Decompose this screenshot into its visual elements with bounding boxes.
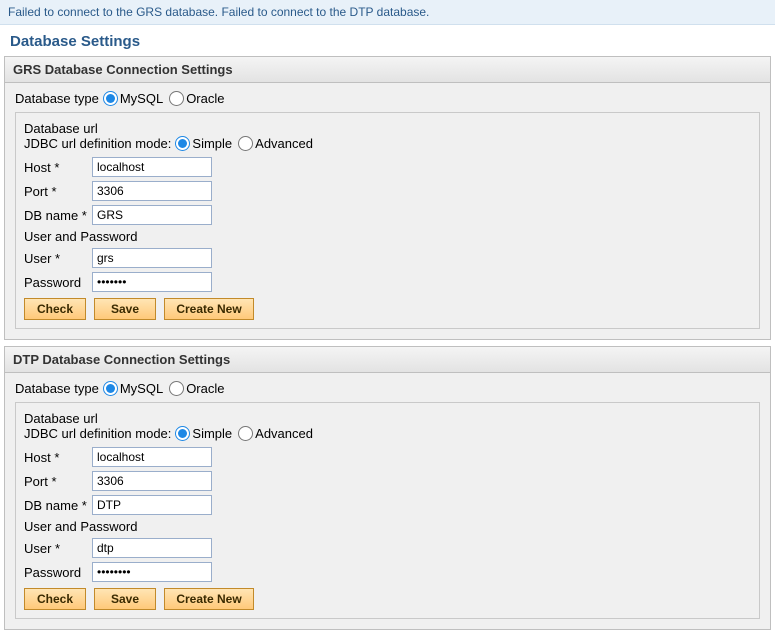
- dtp-password-input[interactable]: [92, 562, 212, 582]
- dtp-db-type-oracle-radio[interactable]: [169, 381, 184, 396]
- dtp-port-input[interactable]: [92, 471, 212, 491]
- grs-db-type-oracle-radio[interactable]: [169, 91, 184, 106]
- grs-db-type-mysql-radio[interactable]: [103, 91, 118, 106]
- db-type-mysql-label: MySQL: [120, 91, 163, 106]
- dtp-save-button[interactable]: Save: [94, 588, 156, 610]
- grs-host-input[interactable]: [92, 157, 212, 177]
- dtp-create-new-button[interactable]: Create New: [164, 588, 254, 610]
- grs-create-new-button[interactable]: Create New: [164, 298, 254, 320]
- dtp-section: DTP Database Connection Settings Databas…: [4, 346, 771, 630]
- dtp-url-group-label: Database url: [24, 411, 751, 426]
- db-type-mysql-label: MySQL: [120, 381, 163, 396]
- grs-dbname-input[interactable]: [92, 205, 212, 225]
- dtp-jdbc-advanced-radio[interactable]: [238, 426, 253, 441]
- host-label: Host *: [24, 160, 92, 175]
- page-title: Database Settings: [0, 25, 775, 56]
- dtp-dbname-input[interactable]: [92, 495, 212, 515]
- dtp-jdbc-simple-radio[interactable]: [175, 426, 190, 441]
- userpass-group-label: User and Password: [24, 229, 751, 244]
- dtp-user-input[interactable]: [92, 538, 212, 558]
- port-label: Port *: [24, 474, 92, 489]
- jdbc-advanced-label: Advanced: [255, 136, 313, 151]
- grs-section-header: GRS Database Connection Settings: [5, 57, 770, 83]
- dtp-db-type-mysql-radio[interactable]: [103, 381, 118, 396]
- userpass-group-label: User and Password: [24, 519, 751, 534]
- dtp-section-body: Database type MySQL Oracle Database url …: [5, 373, 770, 629]
- dtp-url-panel: Database url JDBC url definition mode: S…: [15, 402, 760, 619]
- grs-db-type-row: Database type MySQL Oracle: [15, 91, 760, 106]
- jdbc-advanced-label: Advanced: [255, 426, 313, 441]
- grs-jdbc-simple-radio[interactable]: [175, 136, 190, 151]
- error-banner: Failed to connect to the GRS database. F…: [0, 0, 775, 25]
- jdbc-simple-label: Simple: [192, 136, 232, 151]
- grs-jdbc-advanced-radio[interactable]: [238, 136, 253, 151]
- grs-password-input[interactable]: [92, 272, 212, 292]
- grs-url-group-label: Database url: [24, 121, 751, 136]
- dtp-jdbc-mode-row: JDBC url definition mode: Simple Advance…: [24, 426, 751, 441]
- grs-port-input[interactable]: [92, 181, 212, 201]
- jdbc-mode-label: JDBC url definition mode:: [24, 426, 171, 441]
- dtp-db-type-row: Database type MySQL Oracle: [15, 381, 760, 396]
- grs-jdbc-mode-row: JDBC url definition mode: Simple Advance…: [24, 136, 751, 151]
- grs-save-button[interactable]: Save: [94, 298, 156, 320]
- db-type-oracle-label: Oracle: [186, 381, 224, 396]
- db-type-oracle-label: Oracle: [186, 91, 224, 106]
- dbname-label: DB name *: [24, 208, 92, 223]
- host-label: Host *: [24, 450, 92, 465]
- grs-button-row: Check Save Create New: [24, 298, 751, 320]
- db-type-label: Database type: [15, 381, 99, 396]
- port-label: Port *: [24, 184, 92, 199]
- dtp-check-button[interactable]: Check: [24, 588, 86, 610]
- grs-section: GRS Database Connection Settings Databas…: [4, 56, 771, 340]
- dtp-button-row: Check Save Create New: [24, 588, 751, 610]
- grs-check-button[interactable]: Check: [24, 298, 86, 320]
- grs-section-body: Database type MySQL Oracle Database url …: [5, 83, 770, 339]
- dbname-label: DB name *: [24, 498, 92, 513]
- password-label: Password: [24, 275, 92, 290]
- jdbc-simple-label: Simple: [192, 426, 232, 441]
- dtp-host-input[interactable]: [92, 447, 212, 467]
- grs-url-panel: Database url JDBC url definition mode: S…: [15, 112, 760, 329]
- user-label: User *: [24, 541, 92, 556]
- jdbc-mode-label: JDBC url definition mode:: [24, 136, 171, 151]
- user-label: User *: [24, 251, 92, 266]
- dtp-section-header: DTP Database Connection Settings: [5, 347, 770, 373]
- db-type-label: Database type: [15, 91, 99, 106]
- password-label: Password: [24, 565, 92, 580]
- grs-user-input[interactable]: [92, 248, 212, 268]
